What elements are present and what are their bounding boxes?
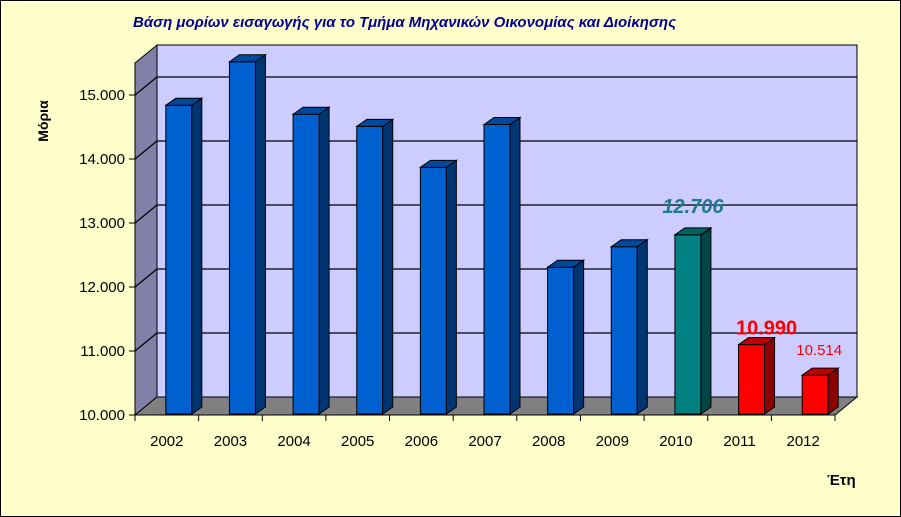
data-label-2012: 10.514 [796, 342, 842, 359]
bar-2008 [546, 259, 586, 415]
bar-front [483, 123, 511, 415]
bar-top [546, 259, 586, 268]
bar-front [801, 374, 829, 415]
bar-top [418, 159, 458, 168]
x-tick-label: 2006 [405, 433, 438, 450]
x-axis-label: Έτη [827, 472, 856, 489]
bar-top [164, 97, 204, 106]
bar-2005 [355, 118, 395, 415]
x-tick-label: 2009 [596, 433, 629, 450]
bar-front [610, 246, 638, 415]
y-tick-label: 15.000 [79, 87, 125, 104]
bar-front [292, 113, 320, 415]
bar-2007 [482, 116, 522, 415]
gridline [134, 140, 857, 160]
bar-side [191, 97, 203, 415]
bar-side [509, 116, 521, 415]
bar-front [228, 61, 256, 415]
bar-2006 [418, 159, 458, 415]
gridline [134, 204, 857, 224]
bar-front [738, 344, 766, 415]
x-tick-label: 2005 [341, 433, 374, 450]
bar-side [827, 367, 839, 415]
gridline [134, 76, 857, 96]
x-tick-label: 2010 [659, 433, 692, 450]
bar-2003 [227, 53, 268, 415]
bar-side [636, 238, 648, 415]
y-tick-label: 12.000 [79, 279, 125, 296]
bar-side [318, 106, 330, 415]
data-label-2010: 12.706 [662, 196, 724, 218]
y-tick-label: 14.000 [79, 151, 125, 168]
bar-side [382, 118, 394, 415]
bar-2012 [800, 367, 840, 415]
bar-side [764, 336, 776, 415]
bar-side [445, 159, 457, 415]
bar-top [609, 239, 649, 248]
bar-top [227, 54, 268, 63]
bar-2004 [291, 106, 331, 415]
x-tick-label: 2011 [723, 433, 755, 450]
bar-front [356, 125, 384, 415]
x-tick-label: 2004 [277, 433, 310, 450]
bar-top [355, 118, 395, 127]
x-tick-label: 2003 [214, 433, 247, 450]
left-wall [134, 43, 158, 417]
y-tick-label: 13.000 [79, 215, 125, 232]
bar-front [165, 104, 193, 415]
bar-top [800, 367, 840, 376]
y-tick-label: 10.000 [79, 407, 125, 424]
bar-top [291, 106, 331, 115]
x-tick-label: 2008 [532, 433, 565, 450]
bar-2009 [609, 238, 649, 415]
y-tick-label: 11.000 [80, 343, 125, 360]
bar-front [547, 266, 575, 415]
bar-top [673, 227, 713, 236]
data-label-2011: 10.990 [736, 318, 797, 340]
bar-side [700, 226, 712, 415]
x-tick-label: 2007 [468, 433, 501, 450]
chart-title: Βάση μορίων εισαγωγής για το Τμήμα Μηχαν… [133, 14, 677, 31]
x-tick-label: 2012 [786, 433, 819, 450]
bar-side [254, 53, 266, 415]
bar-front [674, 234, 702, 415]
bar-top [482, 116, 522, 125]
x-tick-label: 2002 [150, 433, 183, 450]
bar-front [419, 166, 447, 415]
bar-side [573, 259, 585, 415]
bar-2011 [736, 336, 777, 415]
bar-2002 [164, 97, 204, 415]
bar-2010 [673, 226, 713, 415]
bar-top [736, 337, 777, 346]
